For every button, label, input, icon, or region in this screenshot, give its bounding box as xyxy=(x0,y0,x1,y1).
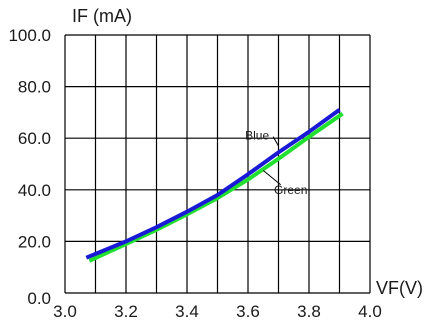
x-axis-title: VF(V) xyxy=(376,278,423,298)
tick-labels: 3.0 3.2 3.4 3.6 3.8 4.0 0.0 20.0 40.0 60.0 80.0 100… xyxy=(8,26,381,321)
annotations: Blue Green xyxy=(245,129,307,197)
series-line-green xyxy=(88,112,344,263)
y-axis-title: IF (mA) xyxy=(72,6,132,26)
x-tick-label: 3.6 xyxy=(236,302,260,321)
annotation-leader-line xyxy=(272,136,279,147)
x-tick-label: 4.0 xyxy=(358,302,382,321)
x-tick-label: 3.0 xyxy=(53,302,77,321)
y-tick-label: 80.0 xyxy=(18,78,51,97)
y-tick-label: 100.0 xyxy=(8,26,51,45)
y-tick-label: 60.0 xyxy=(18,129,51,148)
y-tick-label: 20.0 xyxy=(18,232,51,251)
grid xyxy=(64,34,371,294)
series-line-blue xyxy=(85,108,341,260)
x-tick-label: 3.8 xyxy=(297,302,321,321)
annotation-leader-line xyxy=(262,170,282,186)
annotation-blue: Blue xyxy=(245,129,269,143)
x-tick-label: 3.4 xyxy=(175,302,199,321)
y-tick-label: 0.0 xyxy=(27,289,51,308)
series-lines xyxy=(85,108,344,263)
annotation-green: Green xyxy=(274,183,307,197)
y-tick-label: 40.0 xyxy=(18,181,51,200)
x-tick-label: 3.2 xyxy=(114,302,138,321)
